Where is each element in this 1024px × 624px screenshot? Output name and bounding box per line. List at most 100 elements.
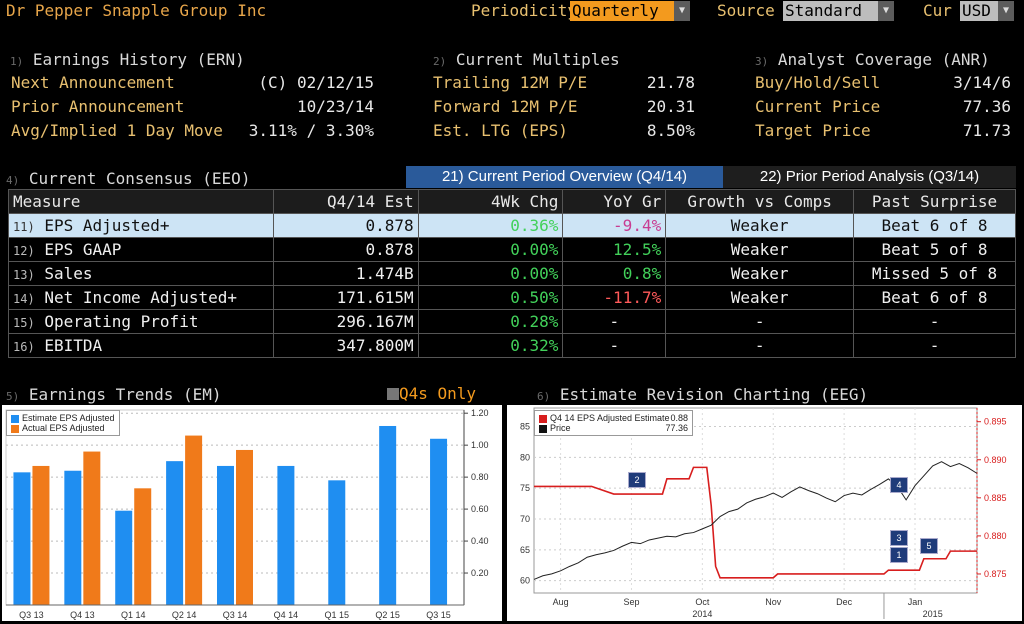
consensus-table: Measure Q4/14 Est 4Wk Chg YoY Gr Growth … — [8, 189, 1016, 358]
section-title: Estimate Revision Charting (EEG) — [559, 385, 869, 404]
legend-label: Q4 14 EPS Adjusted Estimate — [550, 413, 670, 423]
growth-cell: - — [665, 309, 855, 334]
analyst-coverage-header[interactable]: 3) Analyst Coverage (ANR) — [755, 50, 990, 69]
revision-flag-icon[interactable]: 4 — [890, 477, 908, 493]
estimate-revision-chart[interactable]: 60 65 70 75 80 85 0.875 0.880 0.885 0.890 0.895 Aug… — [507, 405, 1022, 621]
consensus-header[interactable]: 4) Current Consensus (EEO) — [6, 169, 250, 188]
periodicity-select[interactable]: Quarterly — [570, 1, 674, 21]
source-select[interactable]: Standard — [783, 1, 878, 21]
measure-name: Operating Profit — [44, 312, 199, 331]
right-tick-label: 0.875 — [984, 569, 1007, 579]
yoy-cell: 12.5% — [562, 237, 667, 262]
yoy-cell: -11.7% — [562, 285, 667, 310]
current-price-label: Current Price — [755, 97, 881, 116]
x-tick-label: Q2 14 — [172, 610, 197, 620]
currency-select[interactable]: USD — [960, 1, 998, 21]
bar-estimate — [430, 438, 448, 605]
security-title[interactable]: Dr Pepper Snapple Group Inc — [6, 1, 267, 20]
x-tick-label: Q1 15 — [325, 610, 350, 620]
section-title: Earnings Trends (EM) — [28, 385, 222, 404]
measure-name: EPS Adjusted+ — [44, 216, 170, 235]
legend-value: 77.36 — [665, 423, 688, 433]
column-header-measure[interactable]: Measure — [8, 189, 274, 214]
legend-item-actual: Actual EPS Adjusted — [11, 423, 115, 433]
x-tick-label: Q3 15 — [426, 610, 451, 620]
target-price-value: 71.73 — [962, 121, 1011, 140]
series-line-estimate — [534, 466, 977, 579]
row-number: 15) — [13, 316, 35, 330]
legend-swatch — [539, 424, 547, 433]
tab-current-period-overview[interactable]: 21) Current Period Overview (Q4/14) — [406, 166, 723, 188]
year-label: 2015 — [923, 609, 943, 619]
earnings-trends-plot: 0.20 0.40 0.60 0.80 1.00 1.20 Q3 13 Q4 13 Q1 14 Q… — [5, 408, 489, 620]
left-tick-label: 80 — [520, 452, 530, 462]
estimate-cell: 171.615M — [272, 285, 419, 310]
revision-flag-icon[interactable]: 3 — [890, 530, 908, 546]
left-tick-label: 85 — [520, 422, 530, 432]
column-header-growth-vs-comps[interactable]: Growth vs Comps — [665, 189, 855, 214]
x-tick-label: Q2 15 — [375, 610, 400, 620]
column-header-estimate[interactable]: Q4/14 Est — [272, 189, 419, 214]
next-announcement-label: Next Announcement — [11, 73, 175, 92]
section-number: 1) — [10, 55, 24, 68]
estimate-cell: 0.878 — [272, 213, 419, 238]
earnings-trends-chart[interactable]: 0.20 0.40 0.60 0.80 1.00 1.20 Q3 13 Q4 13 Q1 14 Q… — [2, 405, 502, 621]
earnings-trends-header[interactable]: 5) Earnings Trends (EM) — [6, 385, 222, 404]
bar-estimate — [379, 425, 397, 605]
bar-actual — [83, 451, 101, 605]
y-tick-label: 1.20 — [471, 408, 489, 418]
table-row[interactable]: 12) EPS GAAP 0.878 0.00% 12.5% Weaker Be… — [8, 237, 1016, 262]
q4s-only-label: Q4s Only — [399, 384, 477, 403]
revision-flag-icon[interactable]: 2 — [628, 472, 646, 488]
table-row[interactable]: 11) EPS Adjusted+ 0.878 0.36% -9.4% Weak… — [8, 213, 1016, 238]
estimate-revision-header[interactable]: 6) Estimate Revision Charting (EEG) — [537, 385, 868, 404]
source-dropdown-arrow-icon[interactable]: ▼ — [878, 1, 894, 21]
measure-cell[interactable]: 12) EPS GAAP — [8, 237, 274, 262]
buy-hold-sell-label: Buy/Hold/Sell — [755, 73, 881, 92]
measure-cell[interactable]: 13) Sales — [8, 261, 274, 286]
table-row[interactable]: 13) Sales 1.474B 0.00% 0.8% Weaker Misse… — [8, 261, 1016, 286]
right-tick-label: 0.885 — [984, 493, 1007, 503]
trailing-pe-value: 21.78 — [646, 73, 695, 92]
growth-cell: Weaker — [665, 261, 855, 286]
surprise-cell: - — [853, 309, 1016, 334]
section-number: 6) — [537, 390, 551, 403]
column-header-4wk-change[interactable]: 4Wk Chg — [417, 189, 564, 214]
x-tick-label: Oct — [695, 597, 710, 607]
revision-flag-icon[interactable]: 1 — [890, 547, 908, 563]
measure-cell[interactable]: 14) Net Income Adjusted+ — [8, 285, 274, 310]
tab-prior-period-analysis[interactable]: 22) Prior Period Analysis (Q3/14) — [723, 166, 1016, 188]
column-header-past-surprise[interactable]: Past Surprise — [853, 189, 1016, 214]
buy-hold-sell-value: 3/14/6 — [953, 73, 1011, 92]
legend-swatch — [11, 414, 19, 423]
x-tick-label: Sep — [623, 597, 639, 607]
surprise-cell: Missed 5 of 8 — [853, 261, 1016, 286]
checkbox-icon[interactable] — [387, 388, 399, 400]
change-cell: 0.00% — [417, 261, 564, 286]
right-tick-label: 0.890 — [984, 455, 1007, 465]
currency-dropdown-arrow-icon[interactable]: ▼ — [998, 1, 1014, 21]
revision-flag-icon[interactable]: 5 — [920, 538, 938, 554]
legend-label: Estimate EPS Adjusted — [22, 413, 115, 423]
table-row[interactable]: 15) Operating Profit 296.167M 0.28% - - … — [8, 309, 1016, 334]
table-row[interactable]: 14) Net Income Adjusted+ 171.615M 0.50% … — [8, 285, 1016, 310]
x-tick-label: Dec — [836, 597, 853, 607]
earnings-history-header[interactable]: 1) Earnings History (ERN) — [10, 50, 245, 69]
prior-announcement-value: 10/23/14 — [296, 97, 374, 116]
table-row[interactable]: 16) EBITDA 347.800M 0.32% - - - — [8, 333, 1016, 358]
legend-item-estimate: Estimate EPS Adjusted — [11, 413, 115, 423]
section-number: 2) — [433, 55, 447, 68]
section-title: Current Multiples — [455, 50, 620, 69]
measure-name: Sales — [44, 264, 93, 283]
growth-cell: Weaker — [665, 237, 855, 262]
measure-cell[interactable]: 11) EPS Adjusted+ — [8, 213, 274, 238]
legend-label: Price — [550, 423, 571, 433]
change-cell: 0.50% — [417, 285, 564, 310]
q4s-only-toggle[interactable]: Q4s Only — [387, 384, 476, 403]
row-number: 13) — [13, 268, 35, 282]
measure-cell[interactable]: 15) Operating Profit — [8, 309, 274, 334]
current-multiples-header[interactable]: 2) Current Multiples — [433, 50, 620, 69]
periodicity-dropdown-arrow-icon[interactable]: ▼ — [674, 1, 690, 21]
measure-cell[interactable]: 16) EBITDA — [8, 333, 274, 358]
column-header-yoy-growth[interactable]: YoY Gr — [562, 189, 667, 214]
